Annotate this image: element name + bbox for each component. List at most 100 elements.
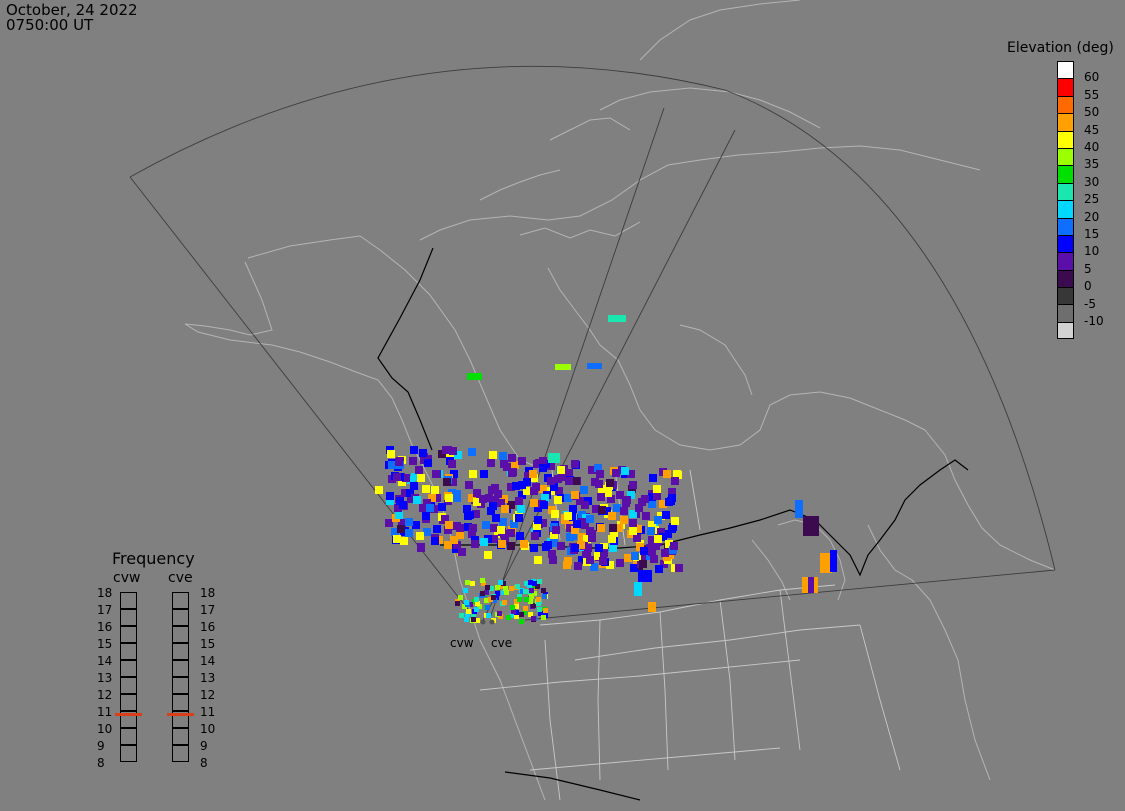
scatter-cell	[394, 504, 402, 512]
scatter-cell	[629, 519, 637, 527]
scatter-cell	[375, 486, 383, 494]
scatter-cell	[386, 497, 394, 505]
scatter-cell	[426, 504, 434, 512]
scatter-cell	[428, 494, 436, 502]
scatter-cell	[531, 532, 539, 540]
scatter-cell	[534, 556, 542, 564]
scatter-cell	[608, 512, 616, 520]
scatter-cell	[808, 577, 814, 593]
frequency-box-cvw	[120, 625, 137, 643]
scatter-cell	[519, 619, 524, 624]
scatter-cell	[489, 451, 497, 459]
scatter-cell	[498, 540, 506, 548]
scatter-cell	[565, 477, 573, 485]
scatter-cell	[409, 457, 417, 465]
scatter-cell	[830, 550, 837, 572]
scatter-cell	[671, 477, 679, 485]
scatter-cell	[422, 512, 430, 520]
scatter-cell	[491, 595, 496, 600]
scatter-cell	[586, 515, 594, 523]
scatter-cell	[417, 474, 425, 482]
frequency-box-cvw	[120, 659, 137, 677]
scatter-cell	[564, 557, 572, 565]
scatter-cell	[519, 612, 524, 617]
scatter-cell	[555, 487, 563, 495]
backscatter-cells	[375, 315, 837, 624]
frequency-box-cve	[172, 659, 189, 677]
scatter-cell	[468, 448, 476, 456]
scatter-cell	[665, 498, 673, 506]
scatter-cell	[578, 533, 586, 541]
scatter-cell	[415, 466, 423, 474]
scatter-cell	[803, 516, 819, 536]
scatter-cell	[449, 478, 457, 486]
scatter-cell	[424, 459, 432, 467]
scatter-cell	[532, 581, 537, 586]
scatter-cell	[574, 562, 582, 570]
scatter-cell	[497, 499, 505, 507]
frequency-marker-cvw	[115, 713, 142, 717]
scatter-cell	[641, 495, 649, 503]
scatter-cell	[531, 616, 536, 621]
scatter-cell	[633, 534, 641, 542]
scatter-cell	[600, 543, 608, 551]
scatter-cell	[627, 470, 635, 478]
scatter-cell	[635, 504, 643, 512]
scatter-cell	[419, 504, 427, 512]
scatter-cell	[488, 597, 493, 602]
scatter-cell	[664, 530, 672, 538]
scatter-cell	[581, 501, 589, 509]
scatter-cell	[464, 523, 472, 531]
scatter-cell	[514, 610, 519, 615]
scatter-cell	[484, 590, 489, 595]
colorbar-cell	[1057, 287, 1074, 305]
time-label: 0750:00 UT	[6, 16, 94, 34]
scatter-cell	[469, 470, 477, 478]
scatter-cell	[520, 589, 525, 594]
scatter-cell	[410, 482, 418, 490]
scatter-cell	[572, 477, 580, 485]
scatter-cell	[501, 581, 506, 586]
scatter-cell	[648, 602, 656, 612]
scatter-cell	[450, 470, 458, 478]
scatter-cell	[413, 496, 421, 504]
scatter-cell	[566, 524, 574, 532]
scatter-cell	[527, 583, 532, 588]
colorbar-cell	[1057, 234, 1074, 253]
scatter-cell	[573, 520, 581, 528]
frequency-tick-label: 9	[97, 738, 105, 753]
scatter-cell	[480, 470, 488, 478]
scatter-cell	[532, 584, 537, 589]
scatter-cell	[510, 520, 518, 528]
scatter-cell	[485, 605, 490, 610]
scatter-cell	[609, 544, 617, 552]
scatter-cell	[479, 495, 487, 503]
scatter-cell	[491, 484, 499, 492]
scatter-cell	[558, 473, 566, 481]
frequency-tick-label: 14	[97, 653, 113, 668]
colorbar-cell	[1057, 113, 1074, 131]
scatter-cell	[523, 606, 528, 611]
scatter-cell	[407, 476, 415, 484]
scatter-cell	[663, 470, 671, 478]
scatter-cell	[598, 485, 606, 493]
scatter-cell	[456, 531, 464, 539]
frequency-tick-label: 16	[200, 619, 216, 634]
scatter-cell	[422, 485, 430, 493]
scatter-cell	[650, 555, 658, 563]
scatter-cell	[608, 535, 616, 543]
scatter-cell	[507, 483, 515, 491]
frequency-marker-cve	[167, 713, 194, 717]
colorbar	[1057, 61, 1074, 340]
frequency-tick-label: 9	[200, 738, 208, 753]
scatter-cell	[597, 493, 605, 501]
scatter-cell	[613, 504, 621, 512]
scatter-cell	[401, 489, 409, 497]
scatter-cell	[586, 556, 594, 564]
scatter-cell	[498, 614, 503, 619]
scatter-cell	[417, 544, 425, 552]
scatter-cell	[494, 490, 502, 498]
scatter-cell	[507, 501, 515, 509]
scatter-cell	[504, 590, 509, 595]
scatter-cell	[600, 549, 608, 557]
